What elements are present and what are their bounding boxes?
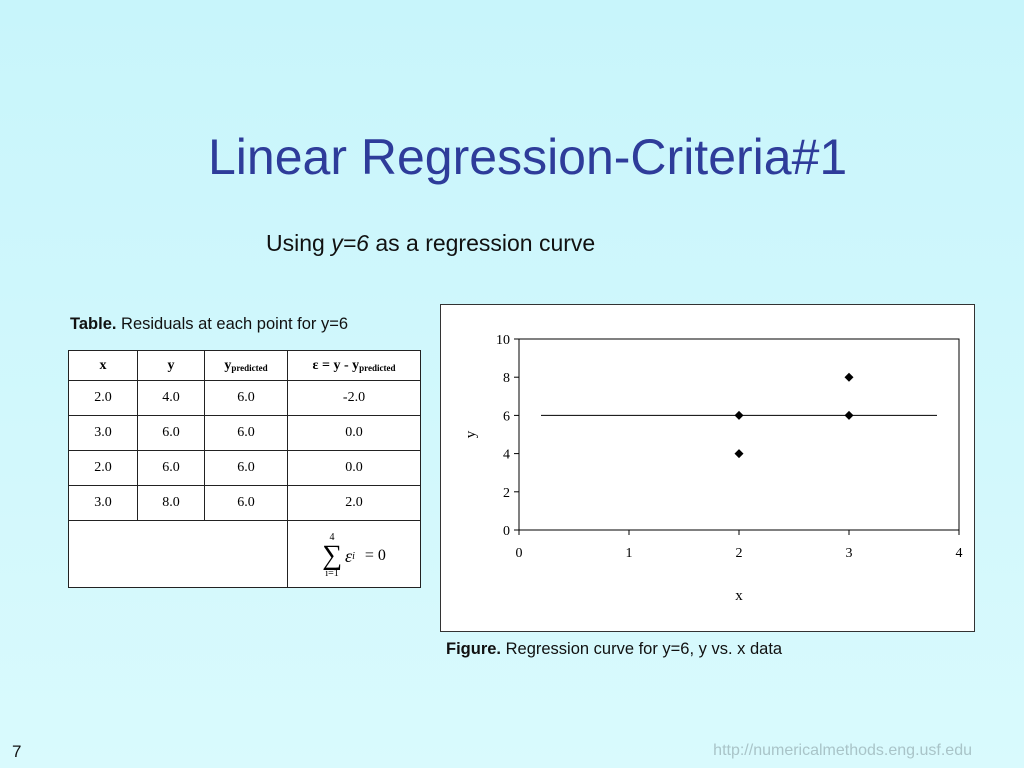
y-tick-label: 8	[503, 371, 510, 386]
header-x: x	[68, 350, 138, 381]
sum-empty-cell	[68, 520, 288, 588]
subtitle-prefix: Using	[266, 230, 332, 256]
header-residual-main: ε = y - y	[312, 357, 360, 373]
cell-ypredicted: 6.0	[204, 450, 288, 486]
subtitle-suffix: as a regression curve	[368, 230, 596, 256]
x-tick-label: 2	[736, 546, 743, 561]
figure-caption: Figure. Regression curve for y=6, y vs. …	[446, 640, 782, 659]
sigma-symbol: ∑	[322, 540, 343, 572]
sum-equals: = 0	[364, 547, 386, 564]
cell-ypredicted: 6.0	[204, 415, 288, 451]
cell-x: 3.0	[68, 485, 138, 521]
table-header-row: x y ypredicted ε = y - ypredicted	[68, 350, 421, 381]
plot-area	[518, 338, 960, 531]
data-point	[844, 372, 854, 382]
slide-subtitle: Using y=6 as a regression curve	[266, 230, 595, 257]
chart-container: 0 2 4 6 8 10 0 1 2 3 4 x y	[440, 304, 975, 632]
footer-url: http://numericalmethods.eng.usf.edu	[713, 742, 972, 759]
x-tick-label: 3	[846, 546, 853, 561]
data-point	[844, 410, 854, 420]
y-tick-label: 2	[503, 486, 510, 501]
x-tick-label: 1	[626, 546, 633, 561]
header-ypredicted: ypredicted	[204, 350, 288, 381]
cell-residual: 0.0	[287, 415, 421, 451]
cell-x: 3.0	[68, 415, 138, 451]
table-caption-label: Table.	[70, 315, 117, 333]
table-row: 2.0 6.0 6.0 0.0	[68, 450, 421, 486]
header-residual: ε = y - ypredicted	[287, 350, 421, 381]
cell-ypredicted: 6.0	[204, 485, 288, 521]
x-tick-label: 4	[956, 546, 963, 561]
cell-y: 6.0	[137, 450, 205, 486]
sum-epsilon: ε	[345, 545, 353, 566]
sigma-lower-limit: i=1	[325, 567, 339, 579]
slide-title: Linear Regression-Criteria#1	[208, 129, 848, 185]
y-axis-label: y	[463, 430, 479, 438]
scatter-chart: 0 2 4 6 8 10 0 1 2 3 4 x y	[463, 333, 963, 604]
cell-y: 8.0	[137, 485, 205, 521]
figure-caption-label: Figure.	[446, 640, 502, 658]
header-y: y	[137, 350, 205, 381]
residuals-table: x y ypredicted ε = y - ypredicted 2.0 4.…	[68, 350, 421, 588]
sum-epsilon-index: i	[352, 550, 355, 562]
y-tick-label: 0	[503, 524, 510, 539]
page-number: 7	[12, 742, 22, 761]
header-ypredicted-sub: predicted	[231, 362, 268, 373]
cell-y: 4.0	[137, 380, 205, 416]
table-row: 2.0 4.0 6.0 -2.0	[68, 380, 421, 416]
sigma-upper-limit: 4	[329, 532, 335, 544]
cell-residual: -2.0	[287, 380, 421, 416]
subtitle-equation: y=6	[331, 230, 369, 256]
data-point	[734, 449, 744, 459]
x-axis-label: x	[735, 588, 743, 604]
sigma-stack: 4 ∑ i=1	[322, 533, 342, 578]
header-ypredicted-main: y	[224, 357, 232, 373]
figure-caption-text: Regression curve for y=6, y vs. x data	[501, 640, 783, 658]
x-tick-label: 0	[516, 546, 523, 561]
header-residual-sub: predicted	[359, 362, 396, 373]
cell-x: 2.0	[68, 380, 138, 416]
cell-x: 2.0	[68, 450, 138, 486]
cell-residual: 0.0	[287, 450, 421, 486]
table-row: 3.0 6.0 6.0 0.0	[68, 415, 421, 451]
y-tick-label: 10	[496, 333, 510, 348]
cell-y: 6.0	[137, 415, 205, 451]
table-caption-text: Residuals at each point for y=6	[116, 315, 349, 333]
cell-residual: 2.0	[287, 485, 421, 521]
table-caption: Table. Residuals at each point for y=6	[70, 315, 348, 334]
y-tick-label: 6	[503, 409, 510, 424]
table-row: 3.0 8.0 6.0 2.0	[68, 485, 421, 521]
y-tick-label: 4	[503, 448, 510, 463]
cell-ypredicted: 6.0	[204, 380, 288, 416]
data-point	[734, 410, 744, 420]
